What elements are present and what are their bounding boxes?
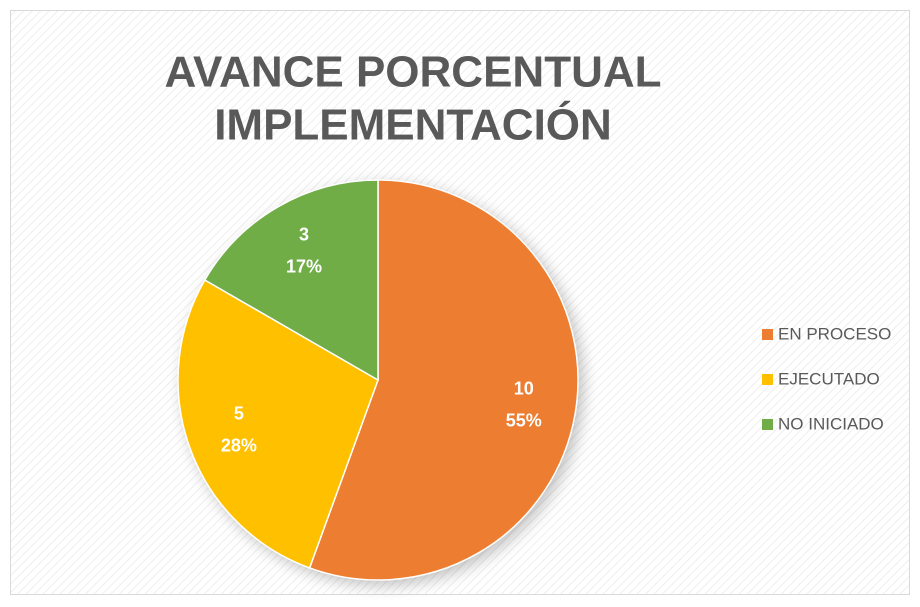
legend-swatch: [762, 329, 773, 340]
legend-label: EJECUTADO: [778, 369, 880, 388]
legend-label: NO INICIADO: [778, 414, 884, 433]
pie-slice: [308, 179, 579, 581]
data-label: 3: [299, 225, 309, 245]
chart-title: AVANCE PORCENTUAL: [164, 48, 661, 97]
percent-label: 28%: [221, 435, 257, 455]
data-label: 5: [234, 403, 244, 423]
percent-label: 17%: [286, 257, 322, 277]
data-label: 10: [514, 378, 534, 398]
pie-slice: [203, 179, 379, 382]
legend-label: EN PROCESO: [778, 324, 891, 343]
legend-swatch: [762, 419, 773, 430]
chart-title: IMPLEMENTACIÓN: [214, 100, 612, 150]
percent-label: 55%: [506, 410, 542, 430]
legend-swatch: [762, 374, 773, 385]
